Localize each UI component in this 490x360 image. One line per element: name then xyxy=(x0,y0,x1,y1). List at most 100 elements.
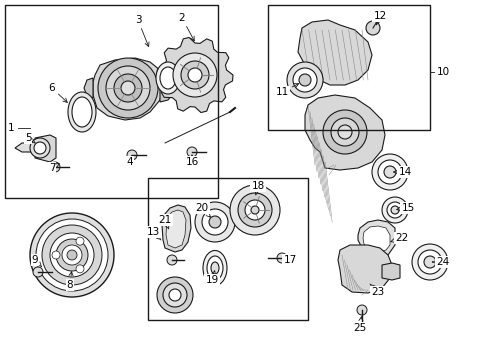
Text: 24: 24 xyxy=(433,257,450,267)
Circle shape xyxy=(202,209,228,235)
Text: 14: 14 xyxy=(393,167,412,177)
Ellipse shape xyxy=(207,256,223,280)
Bar xyxy=(148,178,308,320)
Text: 25: 25 xyxy=(353,317,367,333)
Circle shape xyxy=(106,66,150,110)
Text: 18: 18 xyxy=(251,181,265,195)
Ellipse shape xyxy=(203,251,227,285)
Polygon shape xyxy=(84,78,93,98)
Ellipse shape xyxy=(72,97,92,127)
Circle shape xyxy=(181,61,209,89)
Text: 16: 16 xyxy=(185,155,198,167)
Text: 7: 7 xyxy=(49,163,59,173)
Circle shape xyxy=(50,162,60,172)
Circle shape xyxy=(56,239,88,271)
Circle shape xyxy=(391,206,399,214)
Circle shape xyxy=(382,197,408,223)
Circle shape xyxy=(245,200,265,220)
Bar xyxy=(268,5,430,130)
Text: 11: 11 xyxy=(275,84,299,97)
Circle shape xyxy=(36,219,108,291)
Text: 10: 10 xyxy=(437,67,449,77)
Circle shape xyxy=(167,255,177,265)
Circle shape xyxy=(299,74,311,86)
Text: 9: 9 xyxy=(32,255,42,266)
Circle shape xyxy=(188,68,202,82)
Text: 2: 2 xyxy=(179,13,194,41)
Circle shape xyxy=(230,185,280,235)
Circle shape xyxy=(42,225,102,285)
Circle shape xyxy=(251,206,259,214)
Polygon shape xyxy=(298,20,372,85)
Polygon shape xyxy=(93,58,163,120)
Circle shape xyxy=(173,53,217,97)
Polygon shape xyxy=(160,70,175,102)
Circle shape xyxy=(323,110,367,154)
Circle shape xyxy=(163,283,187,307)
Circle shape xyxy=(98,58,158,118)
Circle shape xyxy=(169,289,181,301)
Circle shape xyxy=(76,265,84,273)
Text: 23: 23 xyxy=(370,284,385,297)
Circle shape xyxy=(378,160,402,184)
Text: 21: 21 xyxy=(158,215,172,229)
Circle shape xyxy=(34,142,46,154)
Ellipse shape xyxy=(68,92,96,132)
Circle shape xyxy=(187,147,197,157)
Polygon shape xyxy=(358,220,395,258)
Circle shape xyxy=(384,166,396,178)
Circle shape xyxy=(76,237,84,245)
Circle shape xyxy=(30,213,114,297)
Ellipse shape xyxy=(160,67,176,89)
Text: 15: 15 xyxy=(397,203,415,213)
Circle shape xyxy=(67,250,77,260)
Text: 22: 22 xyxy=(391,233,409,243)
Polygon shape xyxy=(15,143,38,152)
Circle shape xyxy=(331,118,359,146)
Text: 3: 3 xyxy=(135,15,149,46)
Circle shape xyxy=(209,216,221,228)
Circle shape xyxy=(121,81,135,95)
Circle shape xyxy=(357,305,367,315)
Circle shape xyxy=(338,125,352,139)
Polygon shape xyxy=(363,226,390,252)
Text: 20: 20 xyxy=(196,203,211,217)
Polygon shape xyxy=(166,210,186,248)
Polygon shape xyxy=(305,95,385,170)
Text: 13: 13 xyxy=(147,227,161,240)
Text: 17: 17 xyxy=(282,255,296,265)
Text: 8: 8 xyxy=(67,272,74,290)
Circle shape xyxy=(372,154,408,190)
Circle shape xyxy=(418,250,442,274)
Text: 19: 19 xyxy=(205,271,219,285)
Circle shape xyxy=(287,62,323,98)
Polygon shape xyxy=(35,135,56,162)
Polygon shape xyxy=(157,37,233,113)
Circle shape xyxy=(412,244,448,280)
Bar xyxy=(5,5,218,198)
Circle shape xyxy=(293,68,317,92)
Text: 5: 5 xyxy=(24,133,35,143)
Circle shape xyxy=(50,233,94,277)
Polygon shape xyxy=(382,263,400,280)
Circle shape xyxy=(30,138,50,158)
Text: 6: 6 xyxy=(49,83,67,103)
Circle shape xyxy=(157,277,193,313)
Circle shape xyxy=(366,21,380,35)
Circle shape xyxy=(62,245,82,265)
Circle shape xyxy=(424,256,436,268)
Circle shape xyxy=(238,193,272,227)
Circle shape xyxy=(114,74,142,102)
Circle shape xyxy=(387,202,403,218)
Text: 12: 12 xyxy=(373,11,387,25)
Circle shape xyxy=(195,202,235,242)
Text: 4: 4 xyxy=(127,156,133,167)
Ellipse shape xyxy=(156,62,180,94)
Ellipse shape xyxy=(211,262,219,274)
Text: 1: 1 xyxy=(8,123,15,133)
Circle shape xyxy=(52,251,60,259)
Circle shape xyxy=(127,150,137,160)
Polygon shape xyxy=(338,245,392,293)
Circle shape xyxy=(277,253,287,263)
Circle shape xyxy=(33,267,43,277)
